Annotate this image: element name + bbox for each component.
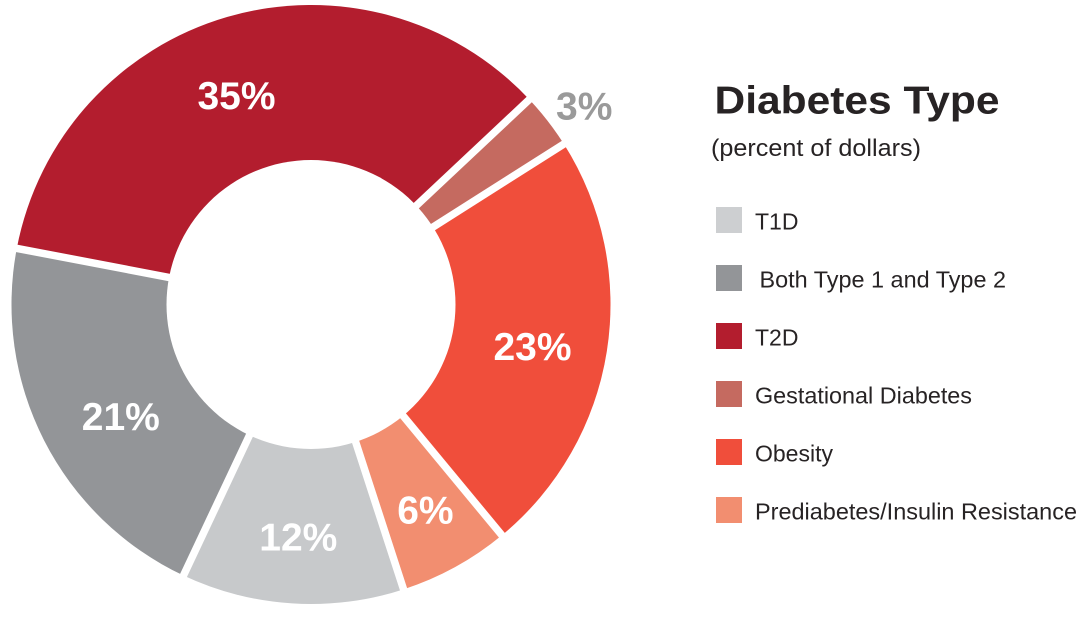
svg-text:T1D: T1D xyxy=(755,209,798,235)
svg-text:23%: 23% xyxy=(493,326,571,369)
svg-text:(percent of dollars): (percent of dollars) xyxy=(711,135,921,162)
svg-text:3%: 3% xyxy=(556,85,612,128)
svg-text:12%: 12% xyxy=(259,517,337,560)
svg-text:Gestational Diabetes: Gestational Diabetes xyxy=(755,383,972,409)
svg-text:T2D: T2D xyxy=(755,325,798,351)
svg-text:Diabetes Type: Diabetes Type xyxy=(715,79,1000,122)
svg-text:Prediabetes/Insulin Resistance: Prediabetes/Insulin Resistance xyxy=(755,499,1077,525)
svg-text:Obesity: Obesity xyxy=(755,441,833,467)
svg-text:35%: 35% xyxy=(197,75,275,118)
svg-text:21%: 21% xyxy=(82,396,160,439)
svg-text:6%: 6% xyxy=(397,489,453,532)
svg-text:Both Type 1 and Type 2: Both Type 1 and Type 2 xyxy=(760,267,1007,293)
